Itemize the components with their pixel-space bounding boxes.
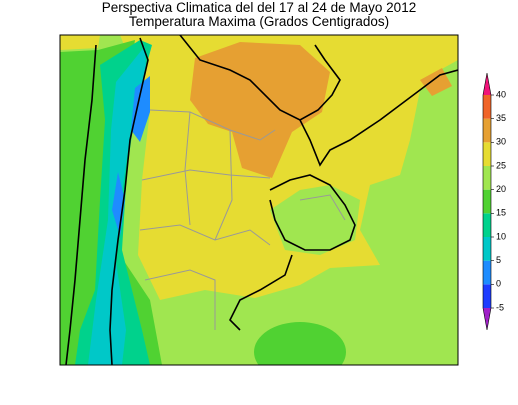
colorbar-tick-label: 15 bbox=[496, 208, 506, 218]
field-lightgreen bbox=[270, 185, 360, 255]
colorbar-tick-label: 30 bbox=[496, 137, 506, 147]
field-orange bbox=[420, 68, 452, 96]
colorbar-tick-label: 0 bbox=[496, 279, 501, 289]
colorbar-tick-label: 35 bbox=[496, 113, 506, 123]
colorbar-segment bbox=[483, 189, 491, 214]
colorbar-tick-label: -5 bbox=[496, 302, 504, 312]
colorbar-segment bbox=[483, 213, 491, 237]
colorbar-segment bbox=[483, 260, 491, 285]
title-line: Temperatura Maxima (Grados Centigrados) bbox=[129, 14, 389, 29]
map bbox=[60, 35, 458, 365]
title-line: Perspectiva Climatica del del 17 al 24 d… bbox=[102, 0, 416, 15]
field-green bbox=[254, 322, 346, 365]
colorbar: -5 0 5 10 15 20 25 30 35 40 bbox=[482, 72, 506, 331]
province-borders bbox=[139, 109, 346, 330]
colorbar-segment bbox=[483, 284, 491, 308]
field-blue bbox=[112, 172, 125, 236]
colorbar-tick-label: 5 bbox=[496, 255, 501, 265]
colorbar-segment bbox=[483, 237, 491, 261]
colorbar-tick-label: 20 bbox=[496, 184, 506, 194]
field-blue bbox=[131, 76, 150, 142]
colorbar-tick-label: 40 bbox=[496, 89, 506, 99]
colorbar-segment bbox=[483, 166, 491, 190]
colorbar-tick-label: 25 bbox=[496, 160, 506, 170]
colorbar-extend-high bbox=[483, 73, 491, 95]
colorbar-segment bbox=[483, 118, 491, 143]
map-frame bbox=[59, 34, 459, 366]
field-yellow bbox=[60, 35, 100, 50]
country-borders bbox=[65, 35, 458, 365]
colorbar-extend-low bbox=[483, 308, 491, 330]
colorbar-segment bbox=[483, 142, 491, 166]
colorbar-segment bbox=[483, 95, 491, 119]
field-orange bbox=[190, 42, 330, 178]
colorbar-tick-label: 10 bbox=[496, 231, 506, 241]
